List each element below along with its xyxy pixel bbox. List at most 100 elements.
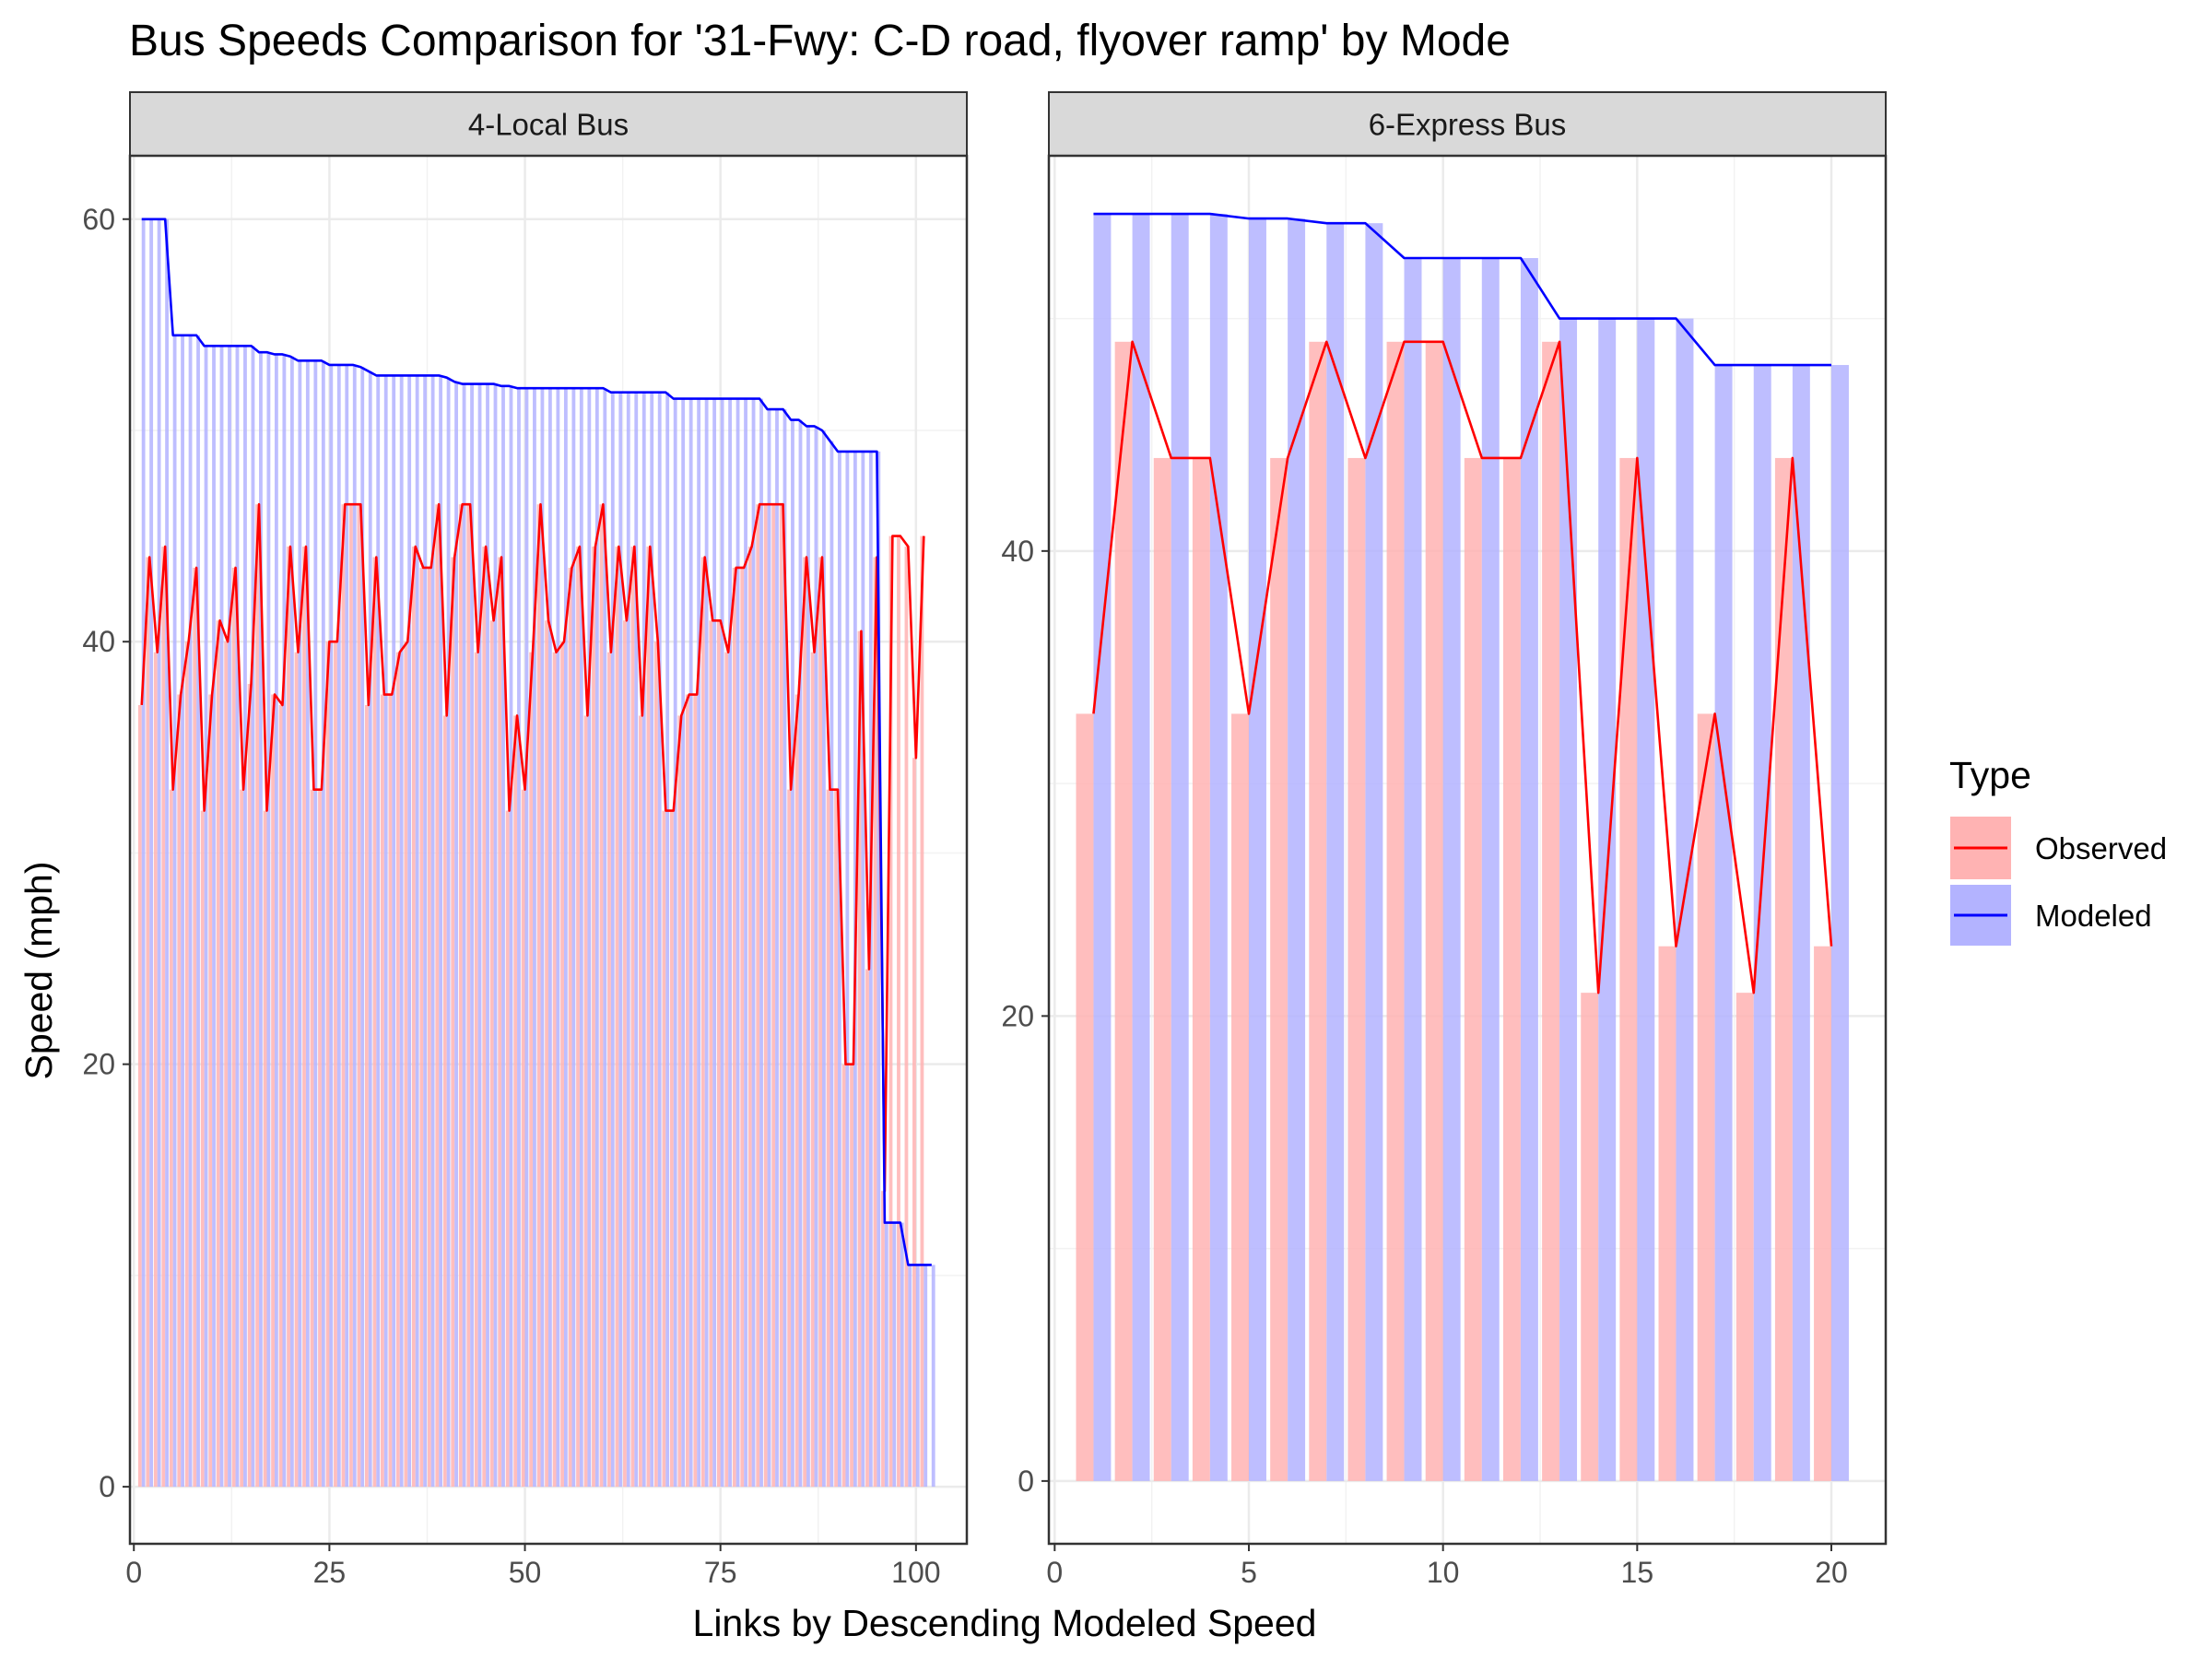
observed-bar bbox=[850, 1064, 853, 1488]
modeled-bar bbox=[814, 426, 818, 1488]
observed-bar bbox=[834, 789, 838, 1488]
modeled-bar bbox=[1093, 214, 1112, 1481]
observed-bar bbox=[1231, 713, 1249, 1481]
observed-bar bbox=[404, 641, 408, 1488]
observed-bar bbox=[240, 789, 244, 1488]
modeled-bar bbox=[744, 398, 747, 1488]
modeled-bar bbox=[524, 388, 529, 1488]
observed-bar bbox=[857, 630, 862, 1488]
strip-label: 6-Express Bus bbox=[1369, 108, 1567, 142]
observed-bar bbox=[287, 547, 290, 1488]
modeled-bar bbox=[861, 451, 865, 1488]
observed-bar bbox=[669, 810, 674, 1488]
x-tick-label: 20 bbox=[1815, 1556, 1848, 1589]
modeled-bar bbox=[759, 398, 763, 1488]
observed-bar bbox=[208, 694, 213, 1488]
modeled-line bbox=[141, 218, 932, 1266]
observed-bar bbox=[255, 504, 260, 1488]
modeled-bar bbox=[610, 392, 615, 1488]
observed-bar bbox=[498, 557, 502, 1488]
observed-bar bbox=[1076, 713, 1094, 1481]
chart-title: Bus Speeds Comparison for '31-Fwy: C-D r… bbox=[129, 17, 1511, 65]
modeled-bar bbox=[345, 364, 349, 1488]
modeled-bar bbox=[313, 360, 318, 1488]
observed-bar bbox=[700, 557, 705, 1488]
modeled-bar bbox=[735, 398, 740, 1488]
observed-bar bbox=[888, 535, 893, 1488]
observed-bar bbox=[325, 641, 330, 1488]
observed-bar bbox=[560, 641, 564, 1488]
modeled-bar bbox=[486, 383, 489, 1488]
observed-bar bbox=[263, 810, 267, 1488]
modeled-bar bbox=[399, 375, 404, 1488]
observed-bar bbox=[1386, 341, 1405, 1481]
modeled-bar bbox=[877, 451, 881, 1488]
modeled-bar bbox=[868, 451, 873, 1488]
observed-bar bbox=[716, 620, 721, 1488]
modeled-bar bbox=[720, 398, 724, 1488]
modeled-bar bbox=[782, 409, 787, 1488]
modeled-bar bbox=[392, 375, 396, 1488]
modeled-bar bbox=[665, 392, 670, 1488]
observed-bar bbox=[184, 641, 189, 1488]
observed-bar bbox=[740, 567, 745, 1488]
observed-bar bbox=[435, 504, 440, 1488]
x-tick-label: 10 bbox=[1427, 1556, 1460, 1589]
panel-border bbox=[1047, 154, 1888, 1546]
observed-bar bbox=[779, 504, 783, 1488]
observed-bar bbox=[653, 641, 658, 1488]
modeled-bar bbox=[900, 1222, 904, 1488]
panel-2: 6-Express Bus 0 20 40 0 5 10 15 20 bbox=[1001, 91, 1888, 1589]
observed-bar bbox=[442, 715, 447, 1488]
observed-bar bbox=[505, 810, 510, 1488]
modeled-bar bbox=[352, 364, 357, 1488]
observed-bar bbox=[826, 789, 830, 1488]
observed-bar bbox=[1697, 713, 1715, 1481]
modeled-bar bbox=[1520, 257, 1538, 1481]
observed-bar bbox=[536, 504, 541, 1488]
legend-title: Type bbox=[1949, 754, 2031, 796]
modeled-bar bbox=[908, 1265, 912, 1488]
modeled-bar bbox=[704, 398, 709, 1488]
modeled-bar bbox=[407, 375, 412, 1488]
bars bbox=[1076, 214, 1849, 1481]
observed-bar bbox=[677, 715, 682, 1488]
modeled-bar bbox=[243, 346, 247, 1488]
observed-bar bbox=[224, 641, 229, 1488]
observed-bar bbox=[466, 504, 471, 1488]
x-tick-label: 0 bbox=[1046, 1556, 1063, 1589]
bars bbox=[137, 218, 935, 1488]
modeled-bar bbox=[806, 426, 810, 1488]
modeled-bar bbox=[1559, 318, 1578, 1481]
modeled-bar bbox=[571, 388, 576, 1488]
x-tick-label: 15 bbox=[1621, 1556, 1654, 1589]
modeled-bar bbox=[712, 398, 717, 1488]
observed-bar bbox=[200, 810, 205, 1488]
modeled-bar bbox=[509, 385, 513, 1488]
observed-bar bbox=[271, 694, 275, 1488]
modeled-bar bbox=[1598, 318, 1617, 1481]
observed-bar bbox=[912, 758, 916, 1488]
x-tick-label: 50 bbox=[509, 1556, 542, 1589]
observed-bar bbox=[521, 789, 525, 1488]
legend-entry-modeled: Modeled bbox=[1950, 885, 2152, 946]
observed-bar bbox=[1502, 457, 1521, 1481]
observed-bar bbox=[615, 547, 619, 1488]
modeled-bar bbox=[1753, 365, 1771, 1481]
modeled-bar bbox=[681, 398, 686, 1488]
observed-bar bbox=[489, 620, 494, 1488]
observed-bar bbox=[395, 652, 400, 1488]
modeled-bar bbox=[830, 441, 834, 1488]
modeled-bar bbox=[556, 388, 560, 1488]
observed-bar bbox=[1814, 946, 1832, 1481]
modeled-bar bbox=[446, 377, 451, 1488]
observed-bar bbox=[747, 547, 752, 1488]
modeled-bar bbox=[533, 388, 536, 1488]
observed-bar bbox=[1619, 457, 1638, 1481]
modeled-bar bbox=[219, 346, 224, 1488]
observed-bar bbox=[662, 810, 666, 1488]
observed-bar bbox=[685, 694, 689, 1488]
modeled-bar bbox=[165, 218, 170, 1488]
observed-bar bbox=[1658, 946, 1677, 1481]
